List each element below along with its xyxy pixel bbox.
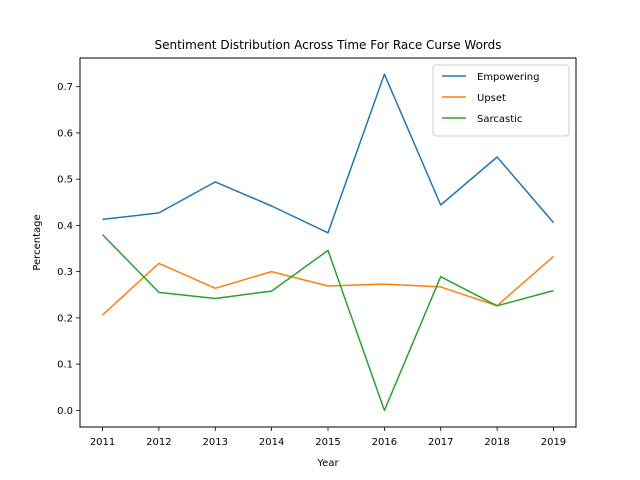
y-tick-label: 0.5	[57, 175, 73, 186]
y-tick-label: 0.4	[57, 221, 73, 232]
x-tick-label: 2014	[259, 437, 284, 448]
legend-label-upset: Upset	[477, 93, 506, 104]
x-axis-label: Year	[316, 458, 339, 469]
series-layer	[101, 73, 555, 412]
series-line-upset	[101, 255, 554, 316]
x-tick-label: 2018	[484, 437, 509, 448]
chart-title: Sentiment Distribution Across Time For R…	[154, 38, 501, 52]
x-tick-label: 2013	[203, 437, 228, 448]
x-tick-label: 2017	[428, 437, 453, 448]
x-tick-label: 2012	[146, 437, 171, 448]
y-axis: 0.0 0.1 0.2 0.3 0.4 0.5 0.6 0.7	[57, 82, 80, 417]
y-tick-label: 0.1	[57, 360, 73, 371]
y-tick-label: 0.3	[57, 267, 73, 278]
series-line-empowering	[102, 73, 555, 234]
legend-box	[432, 64, 570, 137]
y-tick-label: 0.2	[57, 313, 73, 324]
legend: Empowering Upset Sarcastic	[432, 64, 570, 137]
y-tick-label: 0.6	[57, 128, 73, 139]
x-tick-label: 2015	[315, 437, 340, 448]
series-line-sarcastic	[101, 234, 554, 412]
y-tick-label: 0.7	[57, 82, 73, 93]
y-axis-label: Percentage	[32, 214, 43, 270]
x-tick-label: 2019	[541, 437, 566, 448]
y-tick-label: 0.0	[57, 406, 73, 417]
legend-label-sarcastic: Sarcastic	[477, 114, 522, 125]
legend-label-empowering: Empowering	[477, 72, 539, 83]
x-tick-label: 2016	[372, 437, 397, 448]
x-tick-label: 2011	[90, 437, 115, 448]
x-axis: 2011 2012 2013 2014 2015 2016 2017 2018 2019	[90, 427, 566, 448]
